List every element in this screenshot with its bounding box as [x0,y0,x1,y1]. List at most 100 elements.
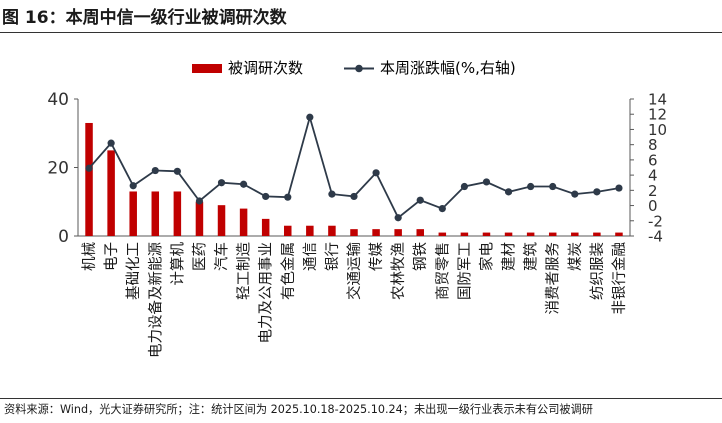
bar [504,232,513,236]
bar [217,205,226,236]
category-label: 钢铁 [412,242,429,271]
legend: 被调研次数 本周涨跌幅(%,右轴) [192,59,516,77]
line-point [372,169,380,177]
bar [526,232,535,236]
title-divider [0,32,722,33]
line-point [394,214,402,222]
category-label: 交通运输 [345,242,363,300]
right-axis-tick-label: 12 [648,106,667,124]
category-label: 农林牧渔 [390,242,407,300]
category-label: 传媒 [368,242,385,271]
figure-title: 图 16：本周中信一级行业被调研次数 [2,8,287,28]
category-label: 家电 [478,242,495,271]
category-label: 电子 [103,242,120,271]
category-label: 银行 [324,242,341,271]
category-label: 国防军工 [456,242,473,300]
category-label: 纺织服装 [589,242,606,300]
bar [239,208,248,236]
line-point [284,193,292,201]
bar [350,229,358,236]
source-divider [0,398,722,399]
category-label: 消费者服务 [545,242,562,315]
category-label: 煤炭 [567,242,584,271]
category-labels: 机械 电子 基础化工 电力设备及新能源 计算机 医药 汽车 轻工制造 电力及公用事业 有色金属 通信… [81,242,628,358]
bar [548,232,557,236]
line-series [85,113,623,222]
line-point [240,180,248,188]
bar [195,201,204,236]
category-label: 非银行金融 [611,242,628,315]
line-point [504,188,513,196]
line-point [615,184,623,192]
line-point [460,182,468,191]
right-axis-tick-label: 10 [648,121,667,139]
line-point [217,179,226,187]
category-label: 电力设备及新能源 [147,242,164,358]
line-point [350,192,358,201]
left-axis-tick-label: 20 [47,159,69,179]
line-point [571,190,579,198]
line-point [195,197,204,205]
line-point [107,139,115,147]
category-label: 基础化工 [125,242,142,300]
bar [173,191,182,236]
line-point [416,196,424,204]
right-axis-tick-label: 2 [648,182,658,200]
line-point [593,188,601,196]
line-point [129,182,137,190]
bar [328,225,336,236]
category-label: 建筑 [523,242,540,271]
bar [151,191,160,236]
bar [615,232,623,236]
bar [593,232,601,236]
legend-swatch-marker [355,64,363,73]
bar [107,150,115,236]
bar-series [85,122,623,236]
line-point [482,178,491,186]
line-point [328,190,336,198]
bar [571,232,579,236]
right-axis-tick-label: 4 [648,167,658,185]
bar [261,218,270,236]
figure-source: 资料来源：Wind，光大证券研究所；注：统计区间为 2025.10.18-202… [4,403,593,416]
bar [129,191,137,236]
bar [394,229,402,236]
category-label: 机械 [81,242,98,271]
series-line [88,113,620,220]
right-axis-tick-label: -4 [648,228,663,246]
line-point [306,113,314,121]
right-axis-tick-label: 0 [648,197,658,215]
category-label: 医药 [191,242,208,271]
line-point [262,192,270,201]
bar [85,122,93,236]
legend-label-bar: 被调研次数 [228,59,303,77]
bar [416,229,424,236]
line-point [527,182,535,191]
category-label: 电力及公用事业 [258,242,275,344]
right-axis-tick-label: 14 [648,91,667,109]
right-axis-tick-label: 8 [648,136,658,154]
left-axis-tick-label: 0 [58,227,69,247]
right-axis-tick-label: -2 [648,212,663,230]
legend-label-line: 本周涨跌幅(%,右轴) [380,59,516,77]
category-label: 通信 [302,242,319,271]
bar [372,229,380,236]
line-point [438,205,446,213]
bar [482,232,491,236]
category-label: 计算机 [169,242,186,286]
line-point [151,166,159,175]
line-point [549,182,557,191]
line-point [173,167,181,175]
bar [284,225,292,236]
right-axis-tick-label: 6 [648,151,658,169]
bar [460,232,469,236]
category-label: 轻工制造 [236,242,253,300]
category-label: 商贸零售 [434,242,451,300]
category-label: 汽车 [214,242,231,271]
category-label: 有色金属 [280,242,297,300]
legend-swatch-bar [192,64,222,73]
category-label: 建材 [501,242,518,271]
left-axis-tick-label: 40 [47,90,69,110]
